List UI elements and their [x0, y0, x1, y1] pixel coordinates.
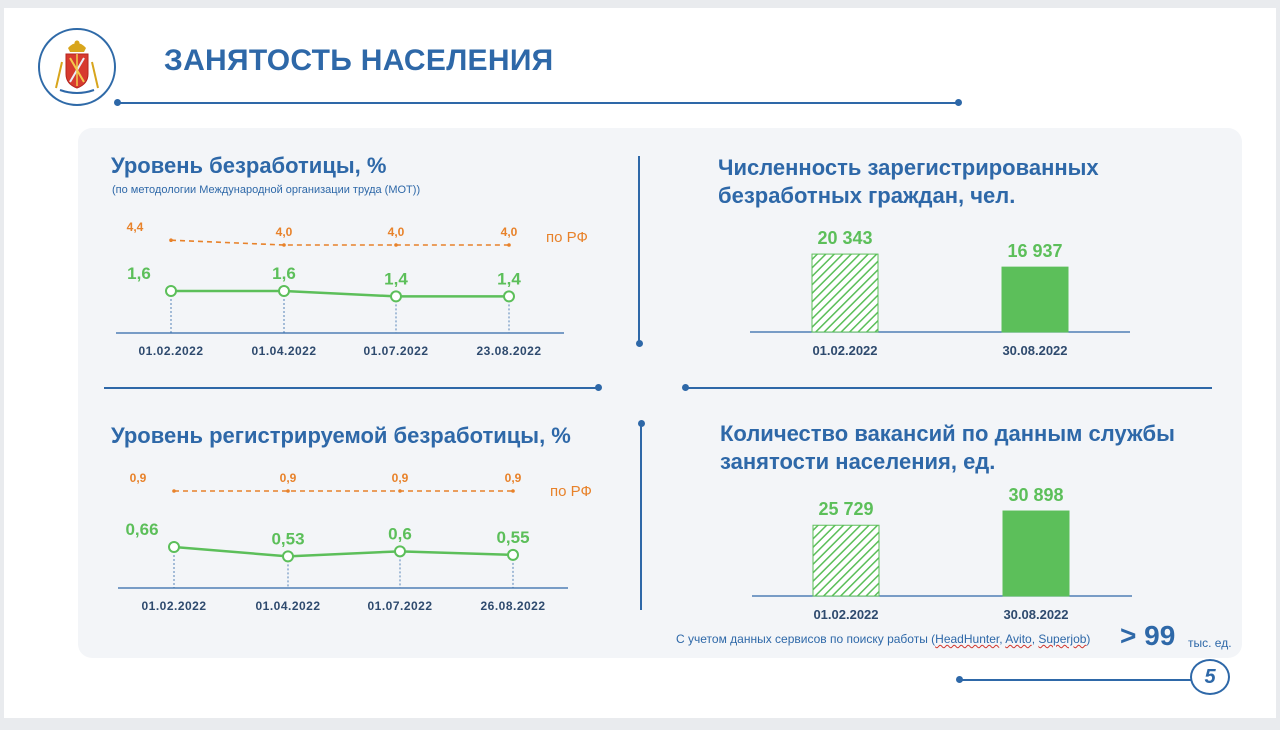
- rf-point: [282, 243, 286, 247]
- rf-legend-label: по РФ: [550, 483, 592, 500]
- main-data-label: 1,6: [127, 264, 151, 283]
- main-series-line: [173, 545, 514, 558]
- rf-data-label: 4,0: [388, 225, 405, 239]
- main-point: [394, 545, 406, 558]
- rf-data-label: 4,4: [127, 220, 144, 234]
- main-point: [165, 285, 177, 297]
- chart2-title: Численность зарегистрированных безработн…: [718, 155, 1099, 208]
- chart1-title: Уровень безработицы, %: [111, 153, 387, 178]
- rf-point: [511, 489, 515, 493]
- coat-of-arms-icon: [55, 40, 99, 94]
- chart3-title: Уровень регистрируемой безработицы, %: [111, 423, 571, 448]
- main-data-label: 0,66: [125, 520, 158, 539]
- main-point: [282, 550, 294, 563]
- bar-data-label: 16 937: [1007, 241, 1062, 261]
- x-tick-label: 01.07.2022: [367, 599, 432, 613]
- page-rule-dot: [956, 676, 963, 683]
- horizontal-divider-right: [688, 387, 1212, 389]
- footnote-service-hh: HeadHunter: [935, 632, 1000, 646]
- footnote: С учетом данных сервисов по поиску работ…: [676, 632, 1090, 646]
- x-tick-label: 30.08.2022: [1002, 343, 1067, 358]
- chart4-vacancies: 25 729 01.02.2022 30 898 30.08.2022: [752, 485, 1132, 622]
- chart1-subtitle: (по методологии Международной организаци…: [112, 184, 421, 196]
- rf-point: [172, 489, 176, 493]
- main-data-label: 0,53: [271, 529, 304, 548]
- footnote-service-avito: Avito: [1005, 632, 1032, 646]
- rf-series-line: [170, 239, 509, 246]
- rf-data-label: 4,0: [501, 225, 518, 239]
- main-data-label: 1,4: [497, 269, 521, 288]
- horizontal-divider-left: [104, 387, 598, 389]
- x-tick-label: 01.02.2022: [141, 599, 206, 613]
- main-data-label: 1,4: [384, 269, 408, 288]
- main-data-label: 0,6: [388, 524, 412, 543]
- x-tick-label: 01.04.2022: [255, 599, 320, 613]
- footnote-sep: ,: [999, 632, 1006, 646]
- x-tick-label: 01.02.2022: [138, 344, 203, 358]
- rf-point: [398, 489, 402, 493]
- x-tick-label: 26.08.2022: [480, 599, 545, 613]
- title-rule-start-dot: [114, 99, 121, 106]
- footnote-service-superjob: Superjob: [1038, 632, 1087, 646]
- x-tick-label: 01.04.2022: [251, 344, 316, 358]
- rf-point: [169, 238, 173, 242]
- rf-data-label: 0,9: [280, 471, 297, 485]
- chart3-registered-unemployment-rate: 0,9 0,9 0,9 0,9 по РФ 0,66 0,53 0,6 0,55 01.02.20…: [118, 471, 592, 613]
- page-rule: [960, 679, 1192, 681]
- rf-data-label: 4,0: [276, 225, 293, 239]
- title-rule: [118, 102, 960, 104]
- title-rule-end-dot: [955, 99, 962, 106]
- main-point: [503, 290, 515, 303]
- horizontal-divider-left-dot: [595, 384, 602, 391]
- x-tick-label: 01.07.2022: [363, 344, 428, 358]
- rf-data-label: 0,9: [130, 471, 147, 485]
- total-vacancies-value: > 99: [1120, 620, 1176, 651]
- vertical-divider-top: [638, 156, 640, 344]
- chart2-registered-unemployed: 20 343 01.02.2022 16 937 30.08.2022: [750, 228, 1130, 358]
- vertical-divider-bottom-dot: [638, 420, 645, 427]
- rf-data-label: 0,9: [505, 471, 522, 485]
- bar: [812, 524, 880, 597]
- footnote-sep: ,: [1031, 632, 1039, 646]
- main-point: [507, 548, 519, 561]
- chart4-title: Количество вакансий по данным службы зан…: [720, 421, 1175, 474]
- main-point: [278, 285, 290, 297]
- bar-data-label: 20 343: [817, 228, 872, 248]
- bar: [1001, 266, 1069, 333]
- rf-legend-label: по РФ: [546, 229, 588, 246]
- main-data-label: 1,6: [272, 264, 296, 283]
- bar: [811, 253, 879, 333]
- coat-of-arms-logo: [38, 28, 116, 106]
- horizontal-divider-right-dot: [682, 384, 689, 391]
- x-tick-label: 01.02.2022: [813, 607, 878, 622]
- vertical-divider-bottom: [640, 424, 642, 610]
- rf-point: [394, 243, 398, 247]
- main-point: [168, 541, 180, 553]
- main-point: [390, 290, 402, 303]
- page-title: ЗАНЯТОСТЬ НАСЕЛЕНИЯ: [164, 44, 554, 77]
- footnote-suffix: ): [1086, 632, 1091, 646]
- x-tick-label: 30.08.2022: [1003, 607, 1068, 622]
- total-vacancies-unit: тыс. ед.: [1188, 636, 1232, 650]
- bar-data-label: 30 898: [1008, 485, 1063, 505]
- bar: [1002, 510, 1070, 597]
- main-series-line: [171, 289, 509, 298]
- rf-point: [286, 489, 290, 493]
- chart1-unemployment-rate: 4,4 4,0 4,0 4,0 по РФ 1,6 1,6 1,4 1,4 01.02.2022 0…: [116, 220, 588, 358]
- vertical-divider-top-dot: [636, 340, 643, 347]
- footnote-prefix: С учетом данных сервисов по поиску работ…: [676, 632, 936, 646]
- x-tick-label: 01.02.2022: [812, 343, 877, 358]
- rf-point: [507, 243, 511, 247]
- bar-data-label: 25 729: [818, 499, 873, 519]
- rf-data-label: 0,9: [392, 471, 409, 485]
- x-tick-label: 23.08.2022: [476, 344, 541, 358]
- main-data-label: 0,55: [496, 528, 529, 547]
- page-number: 5: [1190, 659, 1230, 695]
